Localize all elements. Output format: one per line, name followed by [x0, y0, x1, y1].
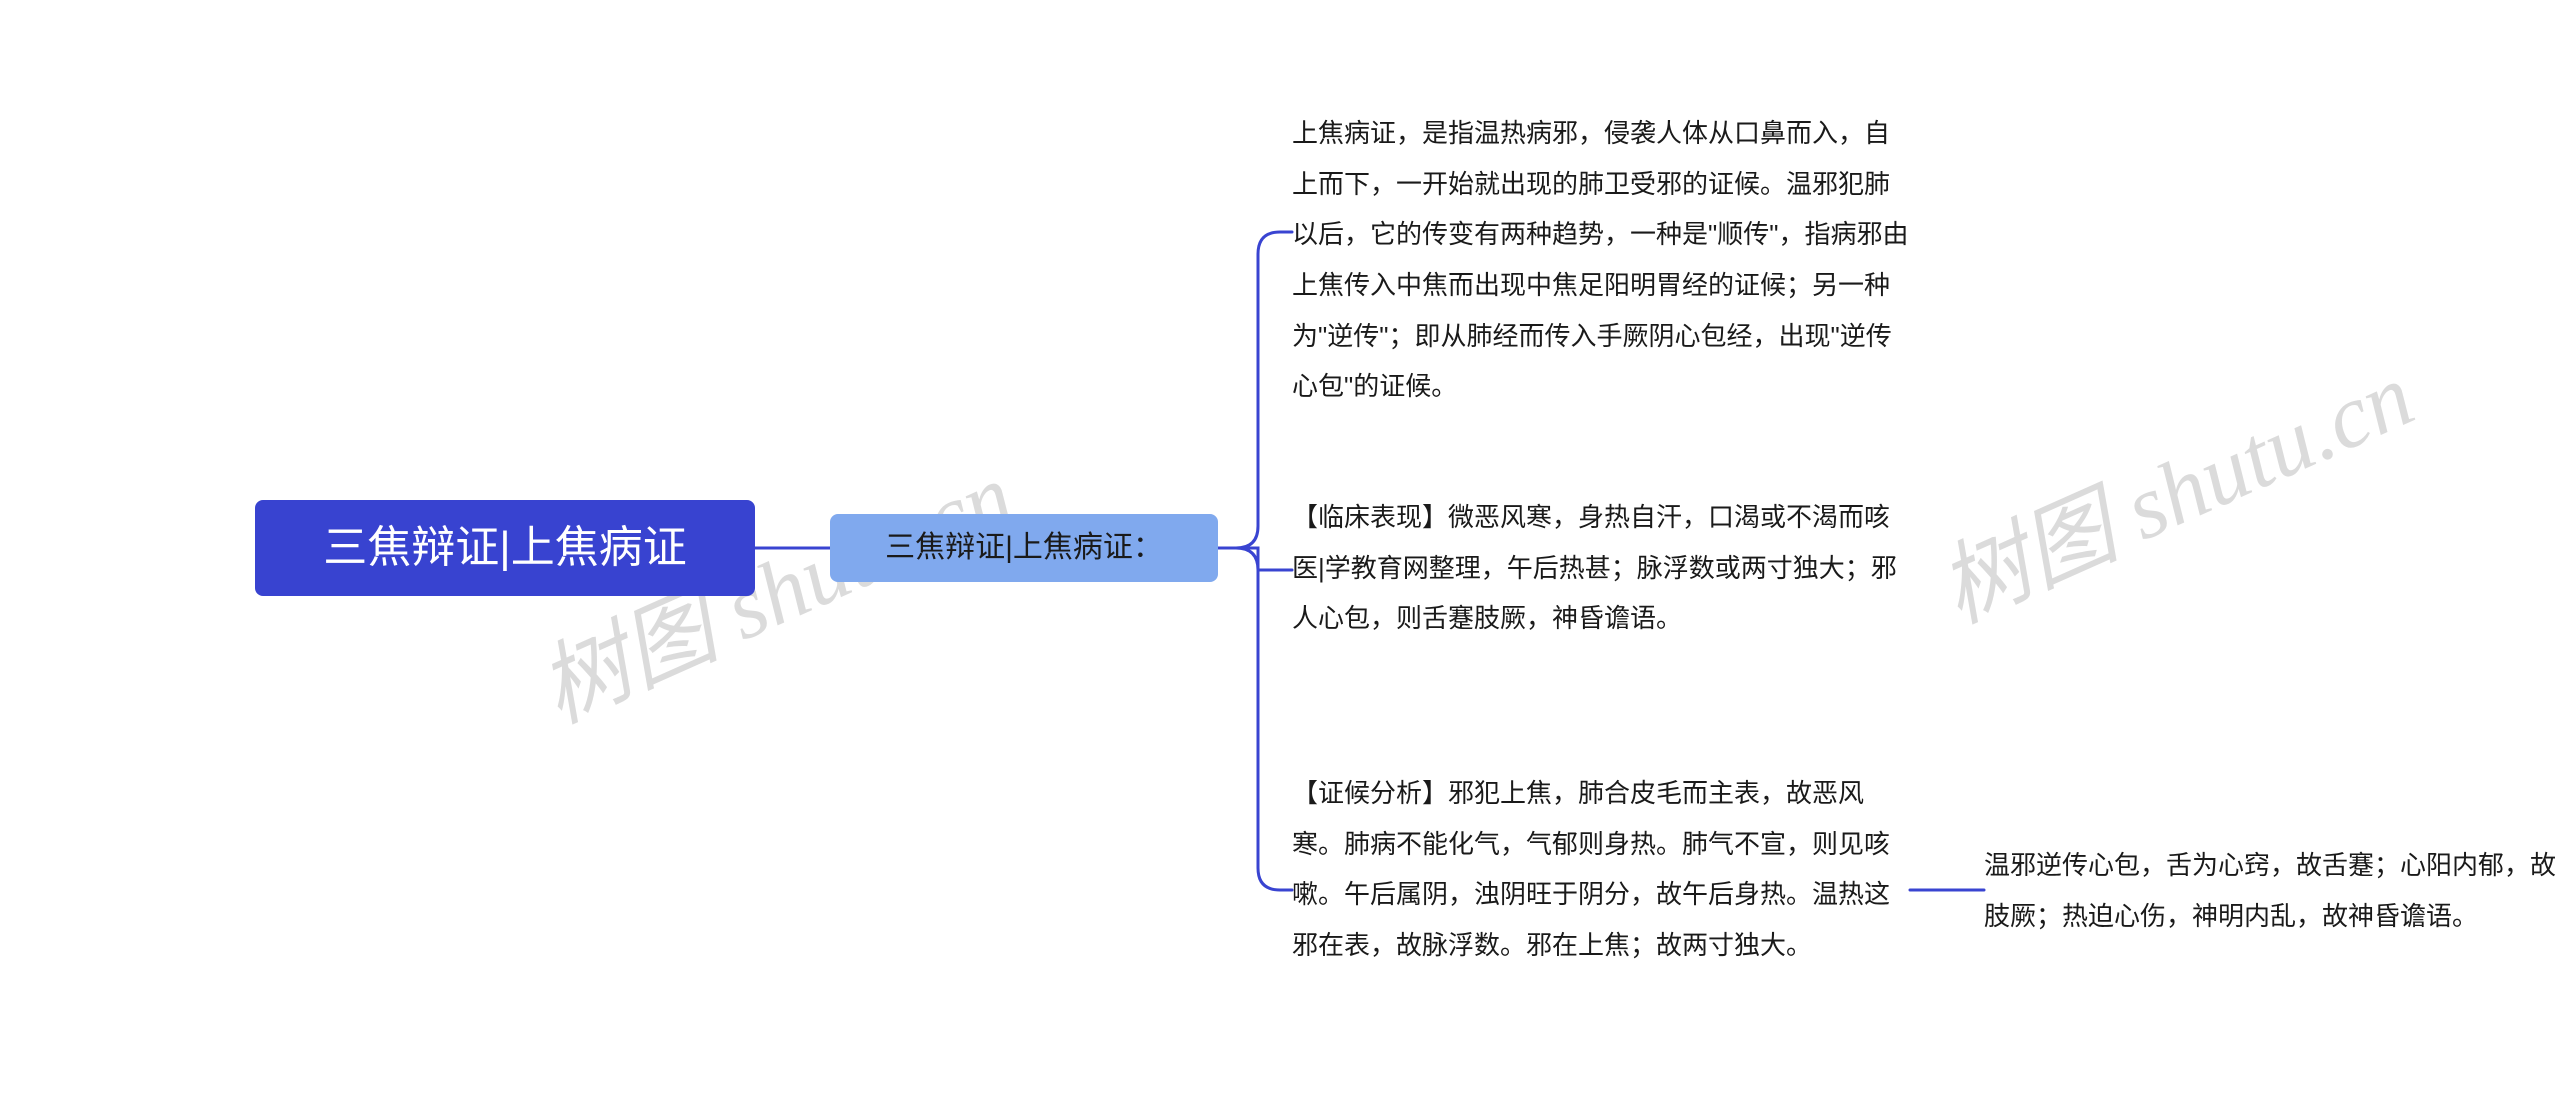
leaf-text: 温邪逆传心包，舌为心窍，故舌蹇；心阳内郁，故肢厥；热迫心伤，神明内乱，故神昏谵语…	[1984, 850, 2556, 931]
level1-node-label: 三焦辩证|上焦病证：	[885, 524, 1163, 572]
root-node[interactable]: 三焦辩证|上焦病证	[255, 500, 755, 596]
leaf-text: 上焦病证，是指温热病邪，侵袭人体从口鼻而入，自上而下，一开始就出现的肺卫受邪的证…	[1292, 118, 1908, 401]
root-node-label: 三焦辩证|上焦病证	[323, 513, 686, 583]
mindmap-canvas: 树图 shutu.cn 树图 shutu.cn 三焦辩证|上焦病证 三焦辩证|上…	[0, 0, 2560, 1094]
leaf-text: 【临床表现】微恶风寒，身热自汗，口渴或不渴而咳医|学教育网整理，午后热甚；脉浮数…	[1292, 502, 1897, 633]
leaf-node[interactable]: 温邪逆传心包，舌为心窍，故舌蹇；心阳内郁，故肢厥；热迫心伤，神明内乱，故神昏谵语…	[1984, 840, 2560, 941]
leaf-node[interactable]: 上焦病证，是指温热病邪，侵袭人体从口鼻而入，自上而下，一开始就出现的肺卫受邪的证…	[1292, 108, 1910, 412]
leaf-node[interactable]: 【证候分析】邪犯上焦，肺合皮毛而主表，故恶风寒。肺病不能化气，气郁则身热。肺气不…	[1292, 768, 1910, 971]
watermark: 树图 shutu.cn	[1915, 323, 2429, 647]
leaf-node[interactable]: 【临床表现】微恶风寒，身热自汗，口渴或不渴而咳医|学教育网整理，午后热甚；脉浮数…	[1292, 492, 1910, 644]
leaf-text: 【证候分析】邪犯上焦，肺合皮毛而主表，故恶风寒。肺病不能化气，气郁则身热。肺气不…	[1292, 778, 1890, 960]
level1-node[interactable]: 三焦辩证|上焦病证：	[830, 514, 1218, 582]
